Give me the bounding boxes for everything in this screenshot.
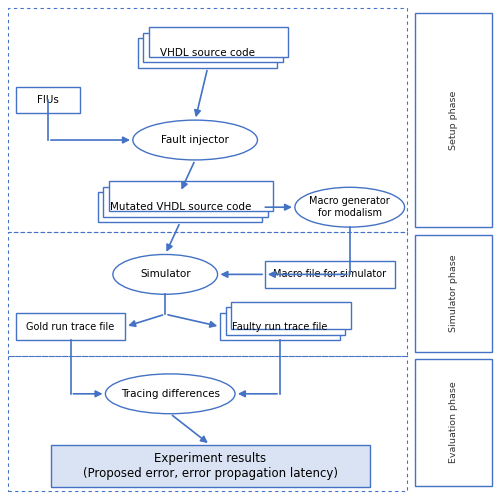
Ellipse shape — [133, 120, 258, 160]
Ellipse shape — [106, 374, 235, 414]
Text: Macro generator
for modalism: Macro generator for modalism — [310, 197, 390, 218]
Text: Simulator: Simulator — [140, 269, 190, 279]
Text: Mutated VHDL source code: Mutated VHDL source code — [110, 202, 251, 212]
FancyBboxPatch shape — [138, 38, 278, 68]
FancyBboxPatch shape — [226, 307, 345, 335]
Ellipse shape — [113, 254, 218, 294]
FancyBboxPatch shape — [16, 87, 80, 113]
FancyBboxPatch shape — [414, 13, 492, 227]
Text: Simulator phase: Simulator phase — [448, 254, 458, 332]
Text: Macro file for simulator: Macro file for simulator — [273, 269, 386, 279]
FancyBboxPatch shape — [265, 260, 394, 288]
FancyBboxPatch shape — [231, 302, 350, 329]
Text: Tracing differences: Tracing differences — [120, 389, 220, 399]
Text: Fault injector: Fault injector — [161, 135, 229, 145]
FancyBboxPatch shape — [104, 187, 268, 217]
FancyBboxPatch shape — [109, 181, 274, 211]
FancyBboxPatch shape — [220, 313, 340, 340]
Text: Evaluation phase: Evaluation phase — [448, 382, 458, 463]
Text: VHDL source code: VHDL source code — [160, 48, 255, 58]
FancyBboxPatch shape — [414, 235, 492, 351]
FancyBboxPatch shape — [414, 359, 492, 486]
FancyBboxPatch shape — [98, 192, 262, 222]
Text: FIUs: FIUs — [37, 95, 59, 105]
Ellipse shape — [295, 187, 405, 227]
Text: Gold run trace file: Gold run trace file — [26, 322, 115, 332]
Text: Faulty run trace file: Faulty run trace file — [232, 322, 328, 332]
Text: Experiment results
(Proposed error, error propagation latency): Experiment results (Proposed error, erro… — [82, 452, 338, 480]
FancyBboxPatch shape — [144, 32, 283, 62]
FancyBboxPatch shape — [16, 313, 126, 340]
FancyBboxPatch shape — [50, 445, 370, 487]
Text: Setup phase: Setup phase — [448, 90, 458, 150]
FancyBboxPatch shape — [149, 27, 288, 57]
